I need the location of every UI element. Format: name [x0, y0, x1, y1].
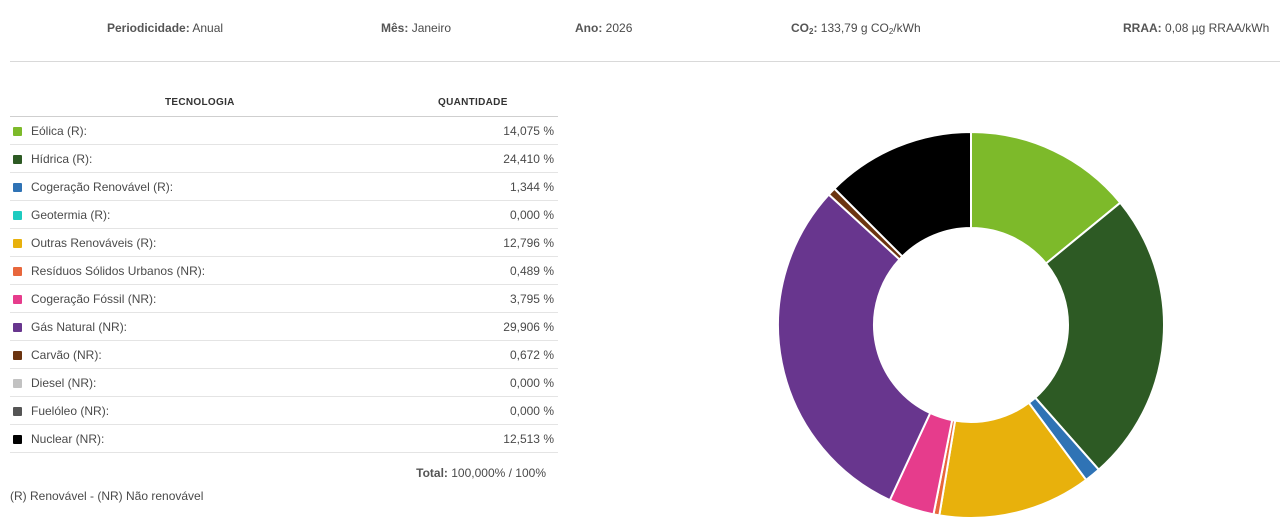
co2-label-text: CO — [791, 21, 809, 35]
technology-value: 14,075 % — [503, 124, 554, 138]
technology-name: Nuclear (NR): — [31, 432, 105, 446]
technology-value: 0,489 % — [509, 264, 554, 278]
co2-value: 133,79 g CO2/kWh — [820, 21, 921, 36]
periodicidade-field: Periodicidade: Anual — [107, 21, 223, 35]
donut-slice[interactable] — [833, 130, 972, 258]
technology-table: TECNOLOGIA QUANTIDADE Eólica (R): 14,075 … — [10, 88, 558, 453]
technology-name: Geotermia (R): — [31, 208, 111, 222]
column-header-quantidade: QUANTIDADE — [438, 97, 508, 108]
co2-value-unit: /kWh — [893, 21, 921, 35]
technology-name: Diesel (NR): — [31, 376, 97, 390]
mes-value: Janeiro — [411, 21, 452, 35]
table-row: Cogeração Fóssil (NR): 3,795 % — [10, 285, 558, 313]
ano-value: 2026 — [605, 21, 633, 35]
mes-field: Mês: Janeiro — [381, 21, 451, 35]
table-row: Fuelóleo (NR): 0,000 % — [10, 397, 558, 425]
legend-swatch — [13, 379, 22, 388]
legend-note: (R) Renovável - (NR) Não renovável — [10, 489, 204, 503]
table-row: Diesel (NR): 0,000 % — [10, 369, 558, 397]
technology-name: Carvão (NR): — [31, 348, 102, 362]
table-row: Hídrica (R): 24,410 % — [10, 145, 558, 173]
total-label: Total: — [416, 466, 448, 480]
table-row: Resíduos Sólidos Urbanos (NR): 0,489 % — [10, 257, 558, 285]
legend-swatch — [13, 211, 22, 220]
technology-value: 12,796 % — [503, 236, 554, 250]
technology-value: 0,000 % — [509, 404, 554, 418]
co2-label: CO2: — [791, 21, 818, 36]
technology-name: Resíduos Sólidos Urbanos (NR): — [31, 264, 206, 278]
legend-swatch — [13, 295, 22, 304]
legend-swatch — [13, 155, 22, 164]
ano-label: Ano: — [575, 21, 603, 35]
periodicidade-value: Anual — [192, 21, 224, 35]
header-divider — [10, 61, 1280, 62]
technology-name: Outras Renováveis (R): — [31, 236, 157, 250]
technology-name: Hídrica (R): — [31, 152, 93, 166]
technology-value: 1,344 % — [509, 180, 554, 194]
table-row: Gás Natural (NR): 29,906 % — [10, 313, 558, 341]
ano-field: Ano: 2026 — [575, 21, 632, 35]
total-line: Total: 100,000% / 100% — [10, 466, 546, 480]
table-body: Eólica (R): 14,075 % Hídrica (R): 24,410 % C… — [10, 117, 558, 453]
technology-value: 0,672 % — [509, 348, 554, 362]
co2-label-colon: : — [813, 21, 818, 35]
table-row: Geotermia (R): 0,000 % — [10, 201, 558, 229]
technology-name: Gás Natural (NR): — [31, 320, 128, 334]
donut-chart — [777, 130, 1165, 519]
donut-slice[interactable] — [777, 193, 932, 502]
table-header: TECNOLOGIA QUANTIDADE — [10, 88, 558, 117]
technology-name: Eólica (R): — [31, 124, 88, 138]
legend-swatch — [13, 351, 22, 360]
technology-name: Cogeração Fóssil (NR): — [31, 292, 157, 306]
technology-value: 0,000 % — [509, 208, 554, 222]
total-value: 100,000% / 100% — [451, 466, 546, 480]
mes-label: Mês: — [381, 21, 409, 35]
technology-value: 0,000 % — [509, 376, 554, 390]
technology-value: 24,410 % — [503, 152, 554, 166]
legend-swatch — [13, 267, 22, 276]
co2-field: CO2: 133,79 g CO2/kWh — [791, 21, 921, 36]
periodicidade-label: Periodicidade: — [107, 21, 190, 35]
rraa-value: 0,08 µg RRAA/kWh — [1165, 21, 1270, 35]
table-row: Outras Renováveis (R): 12,796 % — [10, 229, 558, 257]
rraa-label: RRAA: — [1123, 21, 1162, 35]
legend-swatch — [13, 127, 22, 136]
rraa-field: RRAA: 0,08 µg RRAA/kWh — [1123, 21, 1269, 35]
legend-swatch — [13, 183, 22, 192]
legend-swatch — [13, 435, 22, 444]
table-row: Carvão (NR): 0,672 % — [10, 341, 558, 369]
table-row: Nuclear (NR): 12,513 % — [10, 425, 558, 453]
technology-name: Cogeração Renovável (R): — [31, 180, 174, 194]
legend-swatch — [13, 239, 22, 248]
table-row: Cogeração Renovável (R): 1,344 % — [10, 173, 558, 201]
technology-value: 3,795 % — [509, 292, 554, 306]
technology-value: 12,513 % — [503, 432, 554, 446]
summary-bar: Periodicidade: Anual Mês: Janeiro Ano: 2… — [0, 0, 1280, 58]
technology-name: Fuelóleo (NR): — [31, 404, 110, 418]
co2-label-subscript: 2 — [809, 27, 814, 36]
technology-value: 29,906 % — [503, 320, 554, 334]
co2-value-subscript: 2 — [888, 27, 894, 36]
legend-swatch — [13, 323, 22, 332]
donut-slice[interactable] — [1033, 201, 1165, 472]
co2-value-text: 133,79 g CO — [820, 21, 889, 35]
column-header-tecnologia: TECNOLOGIA — [165, 97, 235, 108]
table-row: Eólica (R): 14,075 % — [10, 117, 558, 145]
legend-swatch — [13, 407, 22, 416]
